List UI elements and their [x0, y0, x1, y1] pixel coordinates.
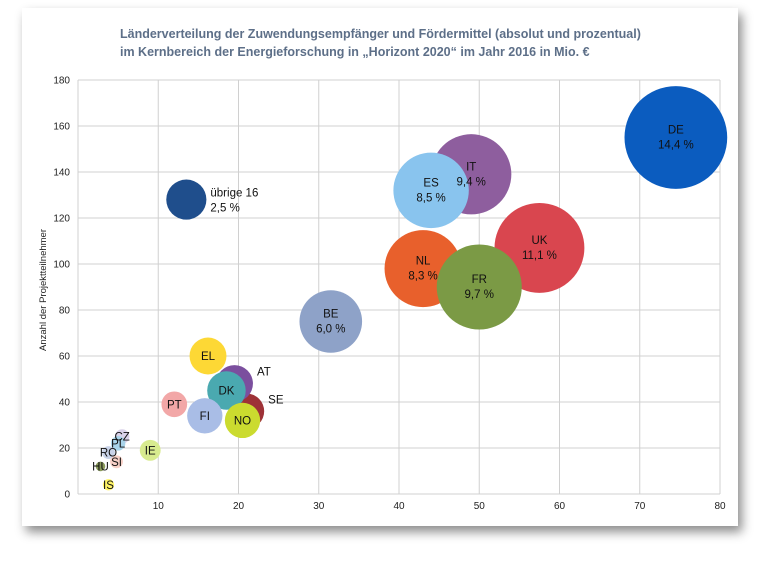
bubble-label: übrige 16 [210, 188, 258, 200]
bubble-label: HU [92, 461, 109, 473]
y-tick-label: 140 [53, 168, 70, 179]
x-tick-label: 30 [313, 501, 325, 512]
y-axis-ticks: 0 20 40 60 80 100 120 140 160 180 [53, 76, 70, 501]
y-tick-label: 180 [53, 76, 70, 87]
bubble-label: IT [466, 161, 476, 173]
x-tick-label: 20 [233, 501, 245, 512]
chart-title-line-2: im Kernbereich der Energieforschung in „… [120, 45, 590, 59]
x-tick-label: 70 [634, 501, 646, 512]
y-tick-label: 120 [53, 214, 70, 225]
bubble-label: SE [268, 394, 284, 406]
bubble-pt [161, 391, 188, 418]
bubble-pl [110, 436, 126, 451]
bubble-fr [436, 244, 522, 330]
bubble-label: BE [323, 309, 339, 321]
y-axis-label: Anzahl der Projektteilnehmer [38, 229, 49, 351]
bubble-dk [207, 371, 246, 410]
y-tick-label: 100 [53, 260, 70, 271]
x-tick-label: 60 [554, 501, 566, 512]
bubble-label: UK [531, 235, 547, 247]
bubble-label: FR [472, 274, 487, 286]
bubble-label: CZ [114, 432, 129, 444]
bubble-si [110, 455, 123, 469]
chart-title: Länderverteilung der Zuwendungsempfänger… [120, 27, 641, 59]
bubble-label: DK [218, 386, 234, 398]
bubble-de [624, 86, 728, 189]
y-tick-label: 40 [59, 398, 71, 409]
chart-title-line-1: Länderverteilung der Zuwendungsempfänger… [120, 27, 641, 41]
bubble-chart: Länderverteilung der Zuwendungsempfänger… [38, 27, 728, 512]
bubble-label: RO [100, 448, 117, 460]
x-tick-label: 80 [714, 501, 726, 512]
y-tick-label: 60 [59, 352, 71, 363]
bubble-percentage: 2,5 % [210, 203, 239, 215]
bubble-percentage: 11,1 % [522, 250, 557, 262]
bubble-be [299, 290, 363, 353]
bubble-label: NL [416, 256, 431, 268]
bubble-no [224, 402, 261, 439]
bubble-ro [102, 446, 115, 460]
bubble-label: IS [103, 480, 114, 492]
bubble-label: ES [423, 177, 439, 189]
bubble-label: PT [167, 399, 182, 411]
bubble-label: AT [257, 366, 271, 378]
x-tick-label: 40 [393, 501, 405, 512]
y-tick-label: 80 [59, 306, 71, 317]
bubble-percentage: 14,4 % [658, 140, 694, 152]
bubble-percentage: 8,3 % [408, 271, 437, 283]
bubble-label: PL [111, 438, 126, 450]
bubble-percentage: 9,7 % [465, 289, 494, 301]
x-tick-label: 10 [153, 501, 165, 512]
bubble-label: FI [200, 411, 210, 423]
bubble-label: SI [111, 457, 122, 469]
x-tick-label: 50 [474, 501, 486, 512]
bubbles [95, 86, 728, 491]
bubble-is [102, 479, 115, 491]
y-tick-label: 20 [59, 444, 71, 455]
y-tick-label: 0 [64, 490, 70, 501]
chart-frame: Länderverteilung der Zuwendungsempfänger… [22, 8, 738, 526]
bubble-fi [187, 398, 223, 434]
bubble-el [189, 337, 227, 375]
bubble-label: EL [201, 351, 216, 363]
bubble-ie [139, 439, 161, 461]
bubble-übrige-16 [166, 179, 207, 220]
bubble-es [393, 152, 469, 229]
bubble-hu [95, 461, 106, 472]
bubble-percentage: 6,0 % [316, 324, 345, 336]
y-tick-label: 160 [53, 122, 70, 133]
bubble-label: DE [668, 125, 684, 137]
bubble-label: NO [234, 415, 251, 427]
bubble-percentage: 8,5 % [416, 192, 445, 204]
x-axis-ticks: 10 20 30 40 50 60 70 80 [153, 501, 726, 512]
bubble-percentage: 9,4 % [457, 176, 486, 188]
bubble-label: IE [145, 445, 156, 457]
